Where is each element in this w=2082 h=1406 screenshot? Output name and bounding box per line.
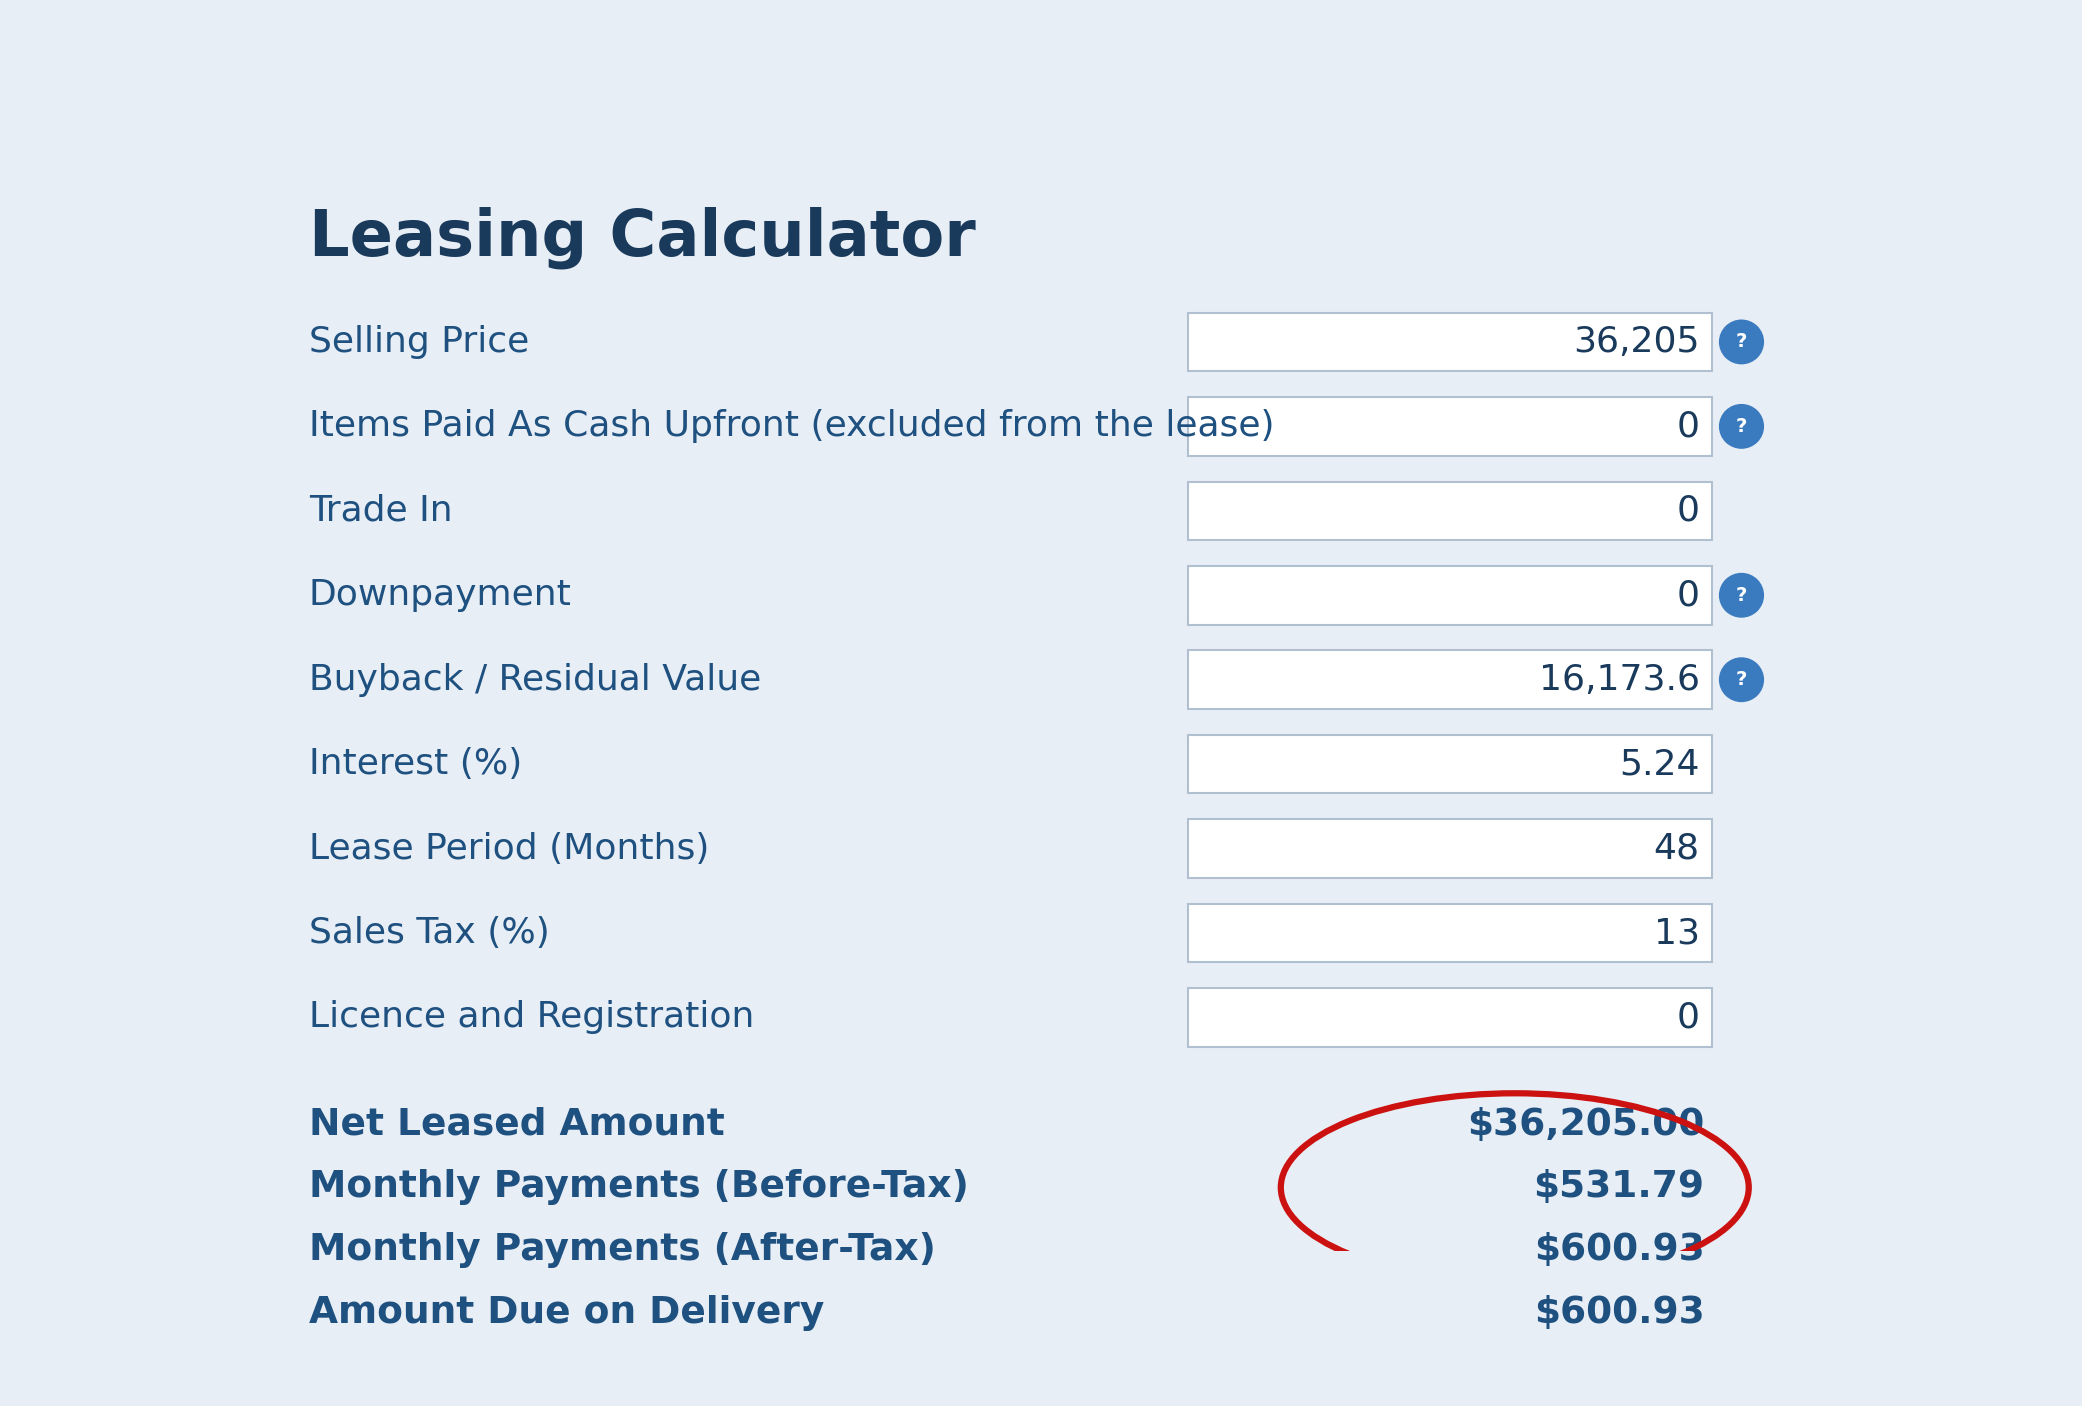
Text: 16,173.6: 16,173.6 bbox=[1539, 662, 1699, 697]
Text: Buyback / Residual Value: Buyback / Residual Value bbox=[308, 662, 760, 697]
Text: Licence and Registration: Licence and Registration bbox=[308, 1001, 754, 1035]
Text: Sales Tax (%): Sales Tax (%) bbox=[308, 917, 550, 950]
Text: 0: 0 bbox=[1676, 578, 1699, 612]
FancyBboxPatch shape bbox=[1189, 820, 1711, 877]
Ellipse shape bbox=[1720, 657, 1763, 702]
FancyBboxPatch shape bbox=[1189, 312, 1711, 371]
Text: Trade In: Trade In bbox=[308, 494, 452, 527]
Text: Interest (%): Interest (%) bbox=[308, 747, 523, 782]
Text: ?: ? bbox=[1736, 418, 1747, 436]
Text: Lease Period (Months): Lease Period (Months) bbox=[308, 831, 710, 866]
Text: 5.24: 5.24 bbox=[1620, 747, 1699, 782]
Text: $36,205.00: $36,205.00 bbox=[1468, 1107, 1705, 1143]
FancyBboxPatch shape bbox=[1189, 988, 1711, 1046]
Text: 0: 0 bbox=[1676, 1001, 1699, 1035]
Text: Items Paid As Cash Upfront (excluded from the lease): Items Paid As Cash Upfront (excluded fro… bbox=[308, 409, 1274, 443]
Text: Selling Price: Selling Price bbox=[308, 325, 529, 359]
Text: $531.79: $531.79 bbox=[1532, 1170, 1705, 1205]
Text: ?: ? bbox=[1736, 332, 1747, 352]
FancyBboxPatch shape bbox=[1189, 904, 1711, 962]
FancyBboxPatch shape bbox=[1189, 735, 1711, 793]
FancyBboxPatch shape bbox=[1189, 567, 1711, 624]
Ellipse shape bbox=[1720, 319, 1763, 364]
Text: Monthly Payments (After-Tax): Monthly Payments (After-Tax) bbox=[308, 1232, 935, 1268]
FancyBboxPatch shape bbox=[1189, 651, 1711, 709]
Text: ?: ? bbox=[1736, 671, 1747, 689]
Text: $600.93: $600.93 bbox=[1534, 1232, 1705, 1268]
Ellipse shape bbox=[1720, 572, 1763, 617]
Text: $600.93: $600.93 bbox=[1534, 1295, 1705, 1331]
Text: Monthly Payments (Before-Tax): Monthly Payments (Before-Tax) bbox=[308, 1170, 968, 1205]
FancyBboxPatch shape bbox=[1189, 396, 1711, 456]
FancyBboxPatch shape bbox=[1189, 482, 1711, 540]
Text: Net Leased Amount: Net Leased Amount bbox=[308, 1107, 725, 1143]
Text: Downpayment: Downpayment bbox=[308, 578, 573, 612]
Text: ?: ? bbox=[1736, 586, 1747, 605]
Ellipse shape bbox=[1720, 404, 1763, 449]
Text: 36,205: 36,205 bbox=[1574, 325, 1699, 359]
Text: 0: 0 bbox=[1676, 494, 1699, 527]
Text: Amount Due on Delivery: Amount Due on Delivery bbox=[308, 1295, 824, 1331]
Text: Leasing Calculator: Leasing Calculator bbox=[308, 207, 974, 269]
Text: 48: 48 bbox=[1653, 831, 1699, 866]
Text: 0: 0 bbox=[1676, 409, 1699, 443]
Text: 13: 13 bbox=[1653, 917, 1699, 950]
